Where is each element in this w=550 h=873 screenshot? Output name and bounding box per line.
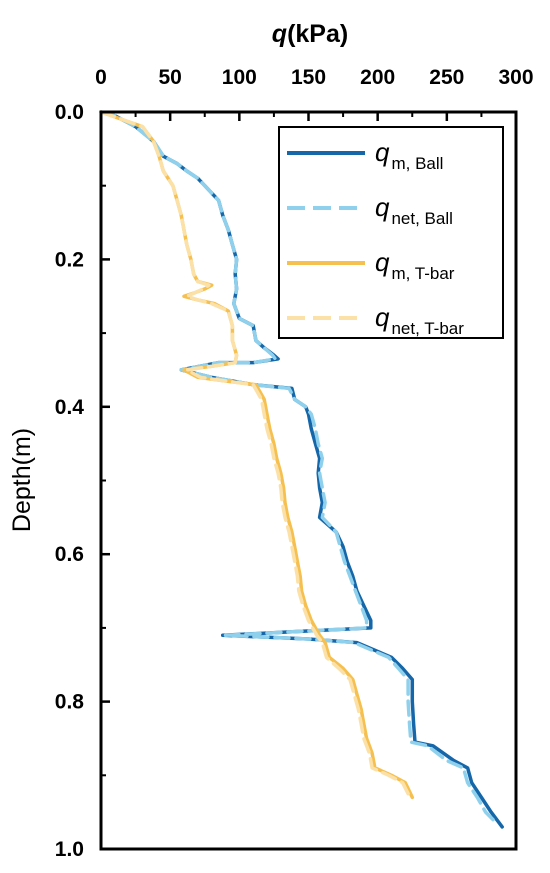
series-line-2 (99, 110, 499, 825)
plot-frame (99, 110, 518, 851)
legend-label: q net, Ball (375, 192, 453, 228)
x-axis-title-variable: q (272, 20, 287, 48)
y-tick-label: 0.2 (55, 248, 84, 271)
legend-label-sub: net, T-bar (391, 319, 464, 338)
legend-label-main: q (375, 247, 390, 277)
x-tick-label: 300 (498, 66, 533, 89)
x-tick-label: 50 (158, 66, 181, 89)
y-tick-label: 0.0 (55, 101, 84, 124)
x-axis-title: q(kPa) (272, 20, 348, 48)
y-tick-label: 0.8 (55, 691, 85, 714)
x-axis-title-unit: (kPa) (287, 20, 348, 48)
legend-label-sub: m, T-bar (391, 264, 454, 283)
y-tick-label: 0.4 (55, 396, 85, 419)
legend-label-main: q (375, 302, 390, 332)
y-tick-label: 0.6 (55, 543, 84, 566)
series-line-4 (99, 110, 410, 796)
legend-label-sub: net, Ball (391, 209, 452, 228)
legend-label: q m, Ball (375, 137, 443, 173)
legend-label-sub: m, Ball (391, 154, 443, 173)
legend-label-main: q (375, 137, 390, 167)
legend-label: q net, T-bar (375, 302, 464, 338)
y-axis-title: Depth(m) (8, 428, 36, 532)
x-tick-label: 200 (360, 66, 395, 89)
x-tick-label: 150 (291, 66, 326, 89)
series-layer (99, 110, 504, 829)
legend-label: q m, T-bar (375, 247, 455, 283)
x-tick-label: 250 (429, 66, 464, 89)
legend-box (278, 126, 504, 339)
x-tick-label: 0 (95, 66, 107, 89)
x-tick-label: 100 (222, 66, 257, 89)
legend-label-main: q (375, 192, 390, 222)
y-tick-label: 1.0 (55, 838, 84, 861)
